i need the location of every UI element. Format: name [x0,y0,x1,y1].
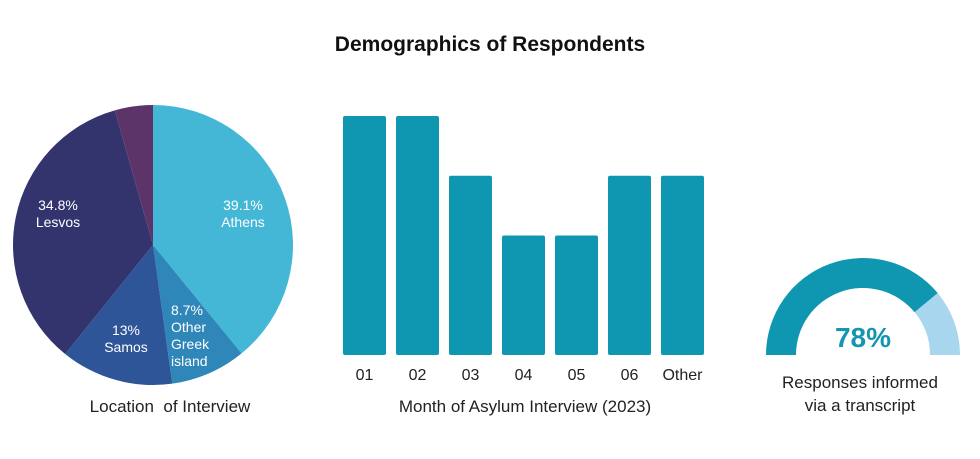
bar-tick-label-06: 06 [621,367,639,384]
pie-label-lesvos-1: Lesvos [36,214,80,230]
pie-label-other-2: Greek [171,336,210,352]
pie-label-athens-1: Athens [221,214,265,230]
bar-05 [555,235,598,355]
bar-tick-label-03: 03 [462,367,480,384]
bar-06 [608,175,651,355]
pie-label-athens-0: 39.1% [223,197,263,213]
gauge-arc-filled [766,258,938,355]
bar-chart: 01 02 03 04 05 06 Other [343,116,704,384]
pie-slice-unlabeled [114,105,153,245]
gauge-caption-line-1: Responses informed [782,373,938,392]
bar-02 [396,116,439,355]
bar-tick-label-05: 05 [568,367,586,384]
pie-label-lesvos-0: 34.8% [38,197,78,213]
pie-slice-athens [153,105,293,354]
gauge-value-label: 78% [835,322,891,353]
gauge-arc-remaining [914,293,960,355]
bar-tick-label-other: Other [662,367,703,384]
pie-label-samos-1: Samos [104,339,148,355]
bar-04 [502,235,545,355]
bar-x-axis-label: Month of Asylum Interview (2023) [398,397,652,416]
bar-other [661,175,704,355]
chart-title: Demographics of Respondents [334,33,646,56]
bar-01 [343,116,386,355]
pie-label-other-3: island [171,353,208,369]
pie-label-samos-0: 13% [112,322,140,338]
pie-chart-panel: 39.1% Athens 8.7% Other Greek island 13% Samos 3… [0,0,320,459]
bar-tick-label-01: 01 [356,367,374,384]
pie-slice-lesvos [13,110,153,354]
bar-chart-panel: 01 02 03 04 05 06 Other Month of Asylum Interv… [330,0,720,459]
pie-label-other-0: 8.7% [171,302,203,318]
gauge-caption-line-2: via a transcript [804,396,916,415]
pie-slice-samos [65,245,173,386]
pie-slice-other-greek-island [153,245,242,384]
gauge-panel: 78% Responses informed via a transcript [740,0,980,459]
gauge-chart: 78% [766,258,960,355]
bar-tick-label-04: 04 [515,367,533,384]
bar-03 [449,175,492,355]
bar-tick-label-02: 02 [409,367,427,384]
pie-caption: Location of Interview [89,397,251,416]
pie-label-other-1: Other [171,319,206,335]
